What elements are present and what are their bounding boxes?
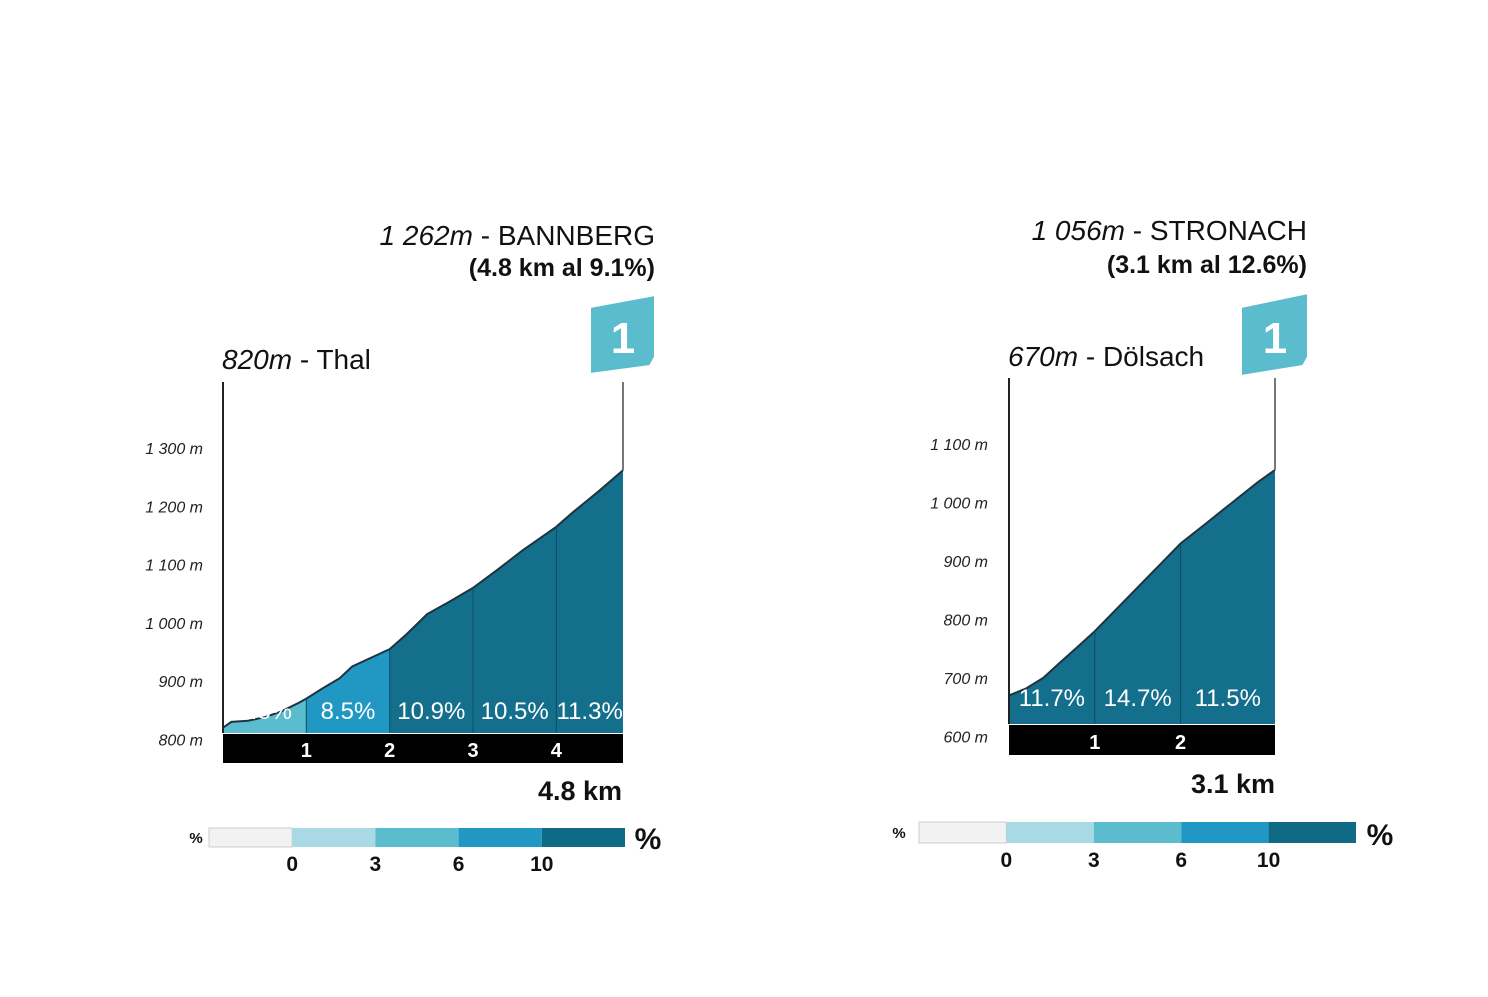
y-tick-label: 700 m <box>944 671 988 688</box>
gradient-label: 4.8% <box>237 698 292 725</box>
legend-swatch <box>918 821 1007 844</box>
profile-chart-bannberg: 1 262m - BANNBERG (4.8 km al 9.1%) 1 820… <box>145 220 656 806</box>
legend-unit: % <box>1367 819 1394 852</box>
summit-altitude: 1 056m <box>1032 215 1125 246</box>
gradient-legend-left: % 0 3 6 10 % <box>189 823 661 876</box>
start-name: Dölsach <box>1103 341 1204 372</box>
km-marker: 2 <box>384 740 395 762</box>
legend-scale: 0 3 6 10 <box>208 827 625 876</box>
legend-tick: 0 <box>1001 849 1013 872</box>
gradient-label: 14.7% <box>1104 685 1172 712</box>
legend-tick: 6 <box>1175 849 1187 872</box>
gradient-segment <box>223 698 307 733</box>
gradient-segment <box>306 649 390 733</box>
gradient-label: 11.7% <box>1019 685 1085 712</box>
svg-text:1 262m - BANNBERG: 1 262m - BANNBERG <box>380 220 655 251</box>
y-tick-label: 1 300 m <box>145 441 203 458</box>
gradient-segment <box>1009 631 1095 724</box>
legend-swatch <box>458 828 542 847</box>
legend-swatch <box>1268 822 1356 843</box>
km-marker: 1 <box>301 740 312 762</box>
gradient-segment <box>473 526 557 733</box>
gradient-label: 11.3% <box>557 698 623 725</box>
summit-name: STRONACH <box>1150 215 1307 246</box>
category-number: 1 <box>611 314 635 363</box>
y-tick-label: 900 m <box>944 554 988 571</box>
category-number: 1 <box>1263 314 1287 363</box>
y-axis-ticks: 1 300 m 1 200 m 1 100 m 1 000 m 900 m 800 m <box>145 441 203 749</box>
legend-scale: 0 3 6 10 <box>918 821 1356 872</box>
legend-unit-small: % <box>189 830 202 847</box>
km-marker: 1 <box>1089 732 1100 754</box>
svg-text:820m - Thal: 820m - Thal <box>222 344 371 375</box>
legend-tick: 3 <box>1088 849 1100 872</box>
legend-unit: % <box>635 823 662 856</box>
total-distance: 3.1 km <box>1191 769 1275 799</box>
svg-text:1 056m - STRONACH: 1 056m - STRONACH <box>1032 215 1307 246</box>
summit-altitude: 1 262m <box>380 220 473 251</box>
legend-tick: 6 <box>453 853 465 876</box>
y-tick-label: 1 100 m <box>145 558 203 575</box>
y-tick-label: 800 m <box>944 612 988 629</box>
y-axis-ticks: 1 100 m 1 000 m 900 m 800 m 700 m 600 m <box>930 437 988 746</box>
gradient-label: 10.9% <box>397 698 465 725</box>
start-name: Thal <box>316 344 370 375</box>
legend-tick: 10 <box>1257 849 1280 872</box>
legend-swatch <box>1181 822 1269 843</box>
legend-unit-small: % <box>892 825 905 842</box>
y-tick-label: 1 100 m <box>930 437 988 454</box>
km-marker-bar: 1 2 3 4 <box>223 734 623 763</box>
climb-info: (3.1 km al 12.6%) <box>1107 251 1307 279</box>
legend-swatch <box>541 828 625 847</box>
legend-swatch <box>292 828 376 847</box>
svg-text:670m - Dölsach: 670m - Dölsach <box>1008 341 1204 372</box>
y-tick-label: 600 m <box>944 729 988 746</box>
gradient-label: 8.5% <box>321 698 376 725</box>
gradient-segment <box>1180 469 1275 724</box>
y-tick-label: 1 200 m <box>145 499 203 516</box>
gradient-legend-right: % 0 3 6 10 % <box>892 819 1393 872</box>
y-tick-label: 800 m <box>159 732 203 749</box>
profile-line <box>222 469 624 729</box>
gradient-label: 10.5% <box>481 698 549 725</box>
legend-swatch <box>1093 822 1182 843</box>
category-flag: 1 <box>589 293 656 376</box>
km-marker: 3 <box>467 740 478 762</box>
gradient-label: 11.5% <box>1195 685 1261 712</box>
total-distance: 4.8 km <box>538 776 622 806</box>
gradient-segments: 11.7% 14.7% 11.5% <box>1008 378 1276 724</box>
legend-swatch <box>1006 822 1094 843</box>
profile-line <box>1008 469 1276 697</box>
gradient-segments: 4.8% 8.5% 10.9% 10.5% 11.3% <box>222 382 624 733</box>
gradient-segment <box>556 470 623 733</box>
km-bar <box>1009 725 1275 755</box>
climb-info: (4.8 km al 9.1%) <box>469 254 655 282</box>
gradient-segment <box>1094 543 1181 724</box>
km-marker: 4 <box>551 740 563 762</box>
y-tick-label: 1 000 m <box>930 496 988 513</box>
legend-swatch <box>208 827 293 848</box>
legend-tick: 3 <box>370 853 382 876</box>
legend-tick: 10 <box>530 853 553 876</box>
y-tick-label: 900 m <box>159 674 203 691</box>
summit-name: BANNBERG <box>498 220 655 251</box>
km-marker: 2 <box>1175 732 1186 754</box>
legend-tick: 0 <box>286 853 298 876</box>
category-flag: 1 <box>1240 291 1309 378</box>
legend-swatch <box>375 828 459 847</box>
start-altitude: 820m <box>222 344 292 375</box>
gradient-segment <box>389 587 473 733</box>
y-tick-label: 1 000 m <box>145 616 203 633</box>
start-altitude: 670m <box>1008 341 1078 372</box>
km-bar <box>223 734 623 763</box>
profile-chart-stronach: 1 056m - STRONACH (3.1 km al 12.6%) 1 67… <box>930 215 1309 799</box>
